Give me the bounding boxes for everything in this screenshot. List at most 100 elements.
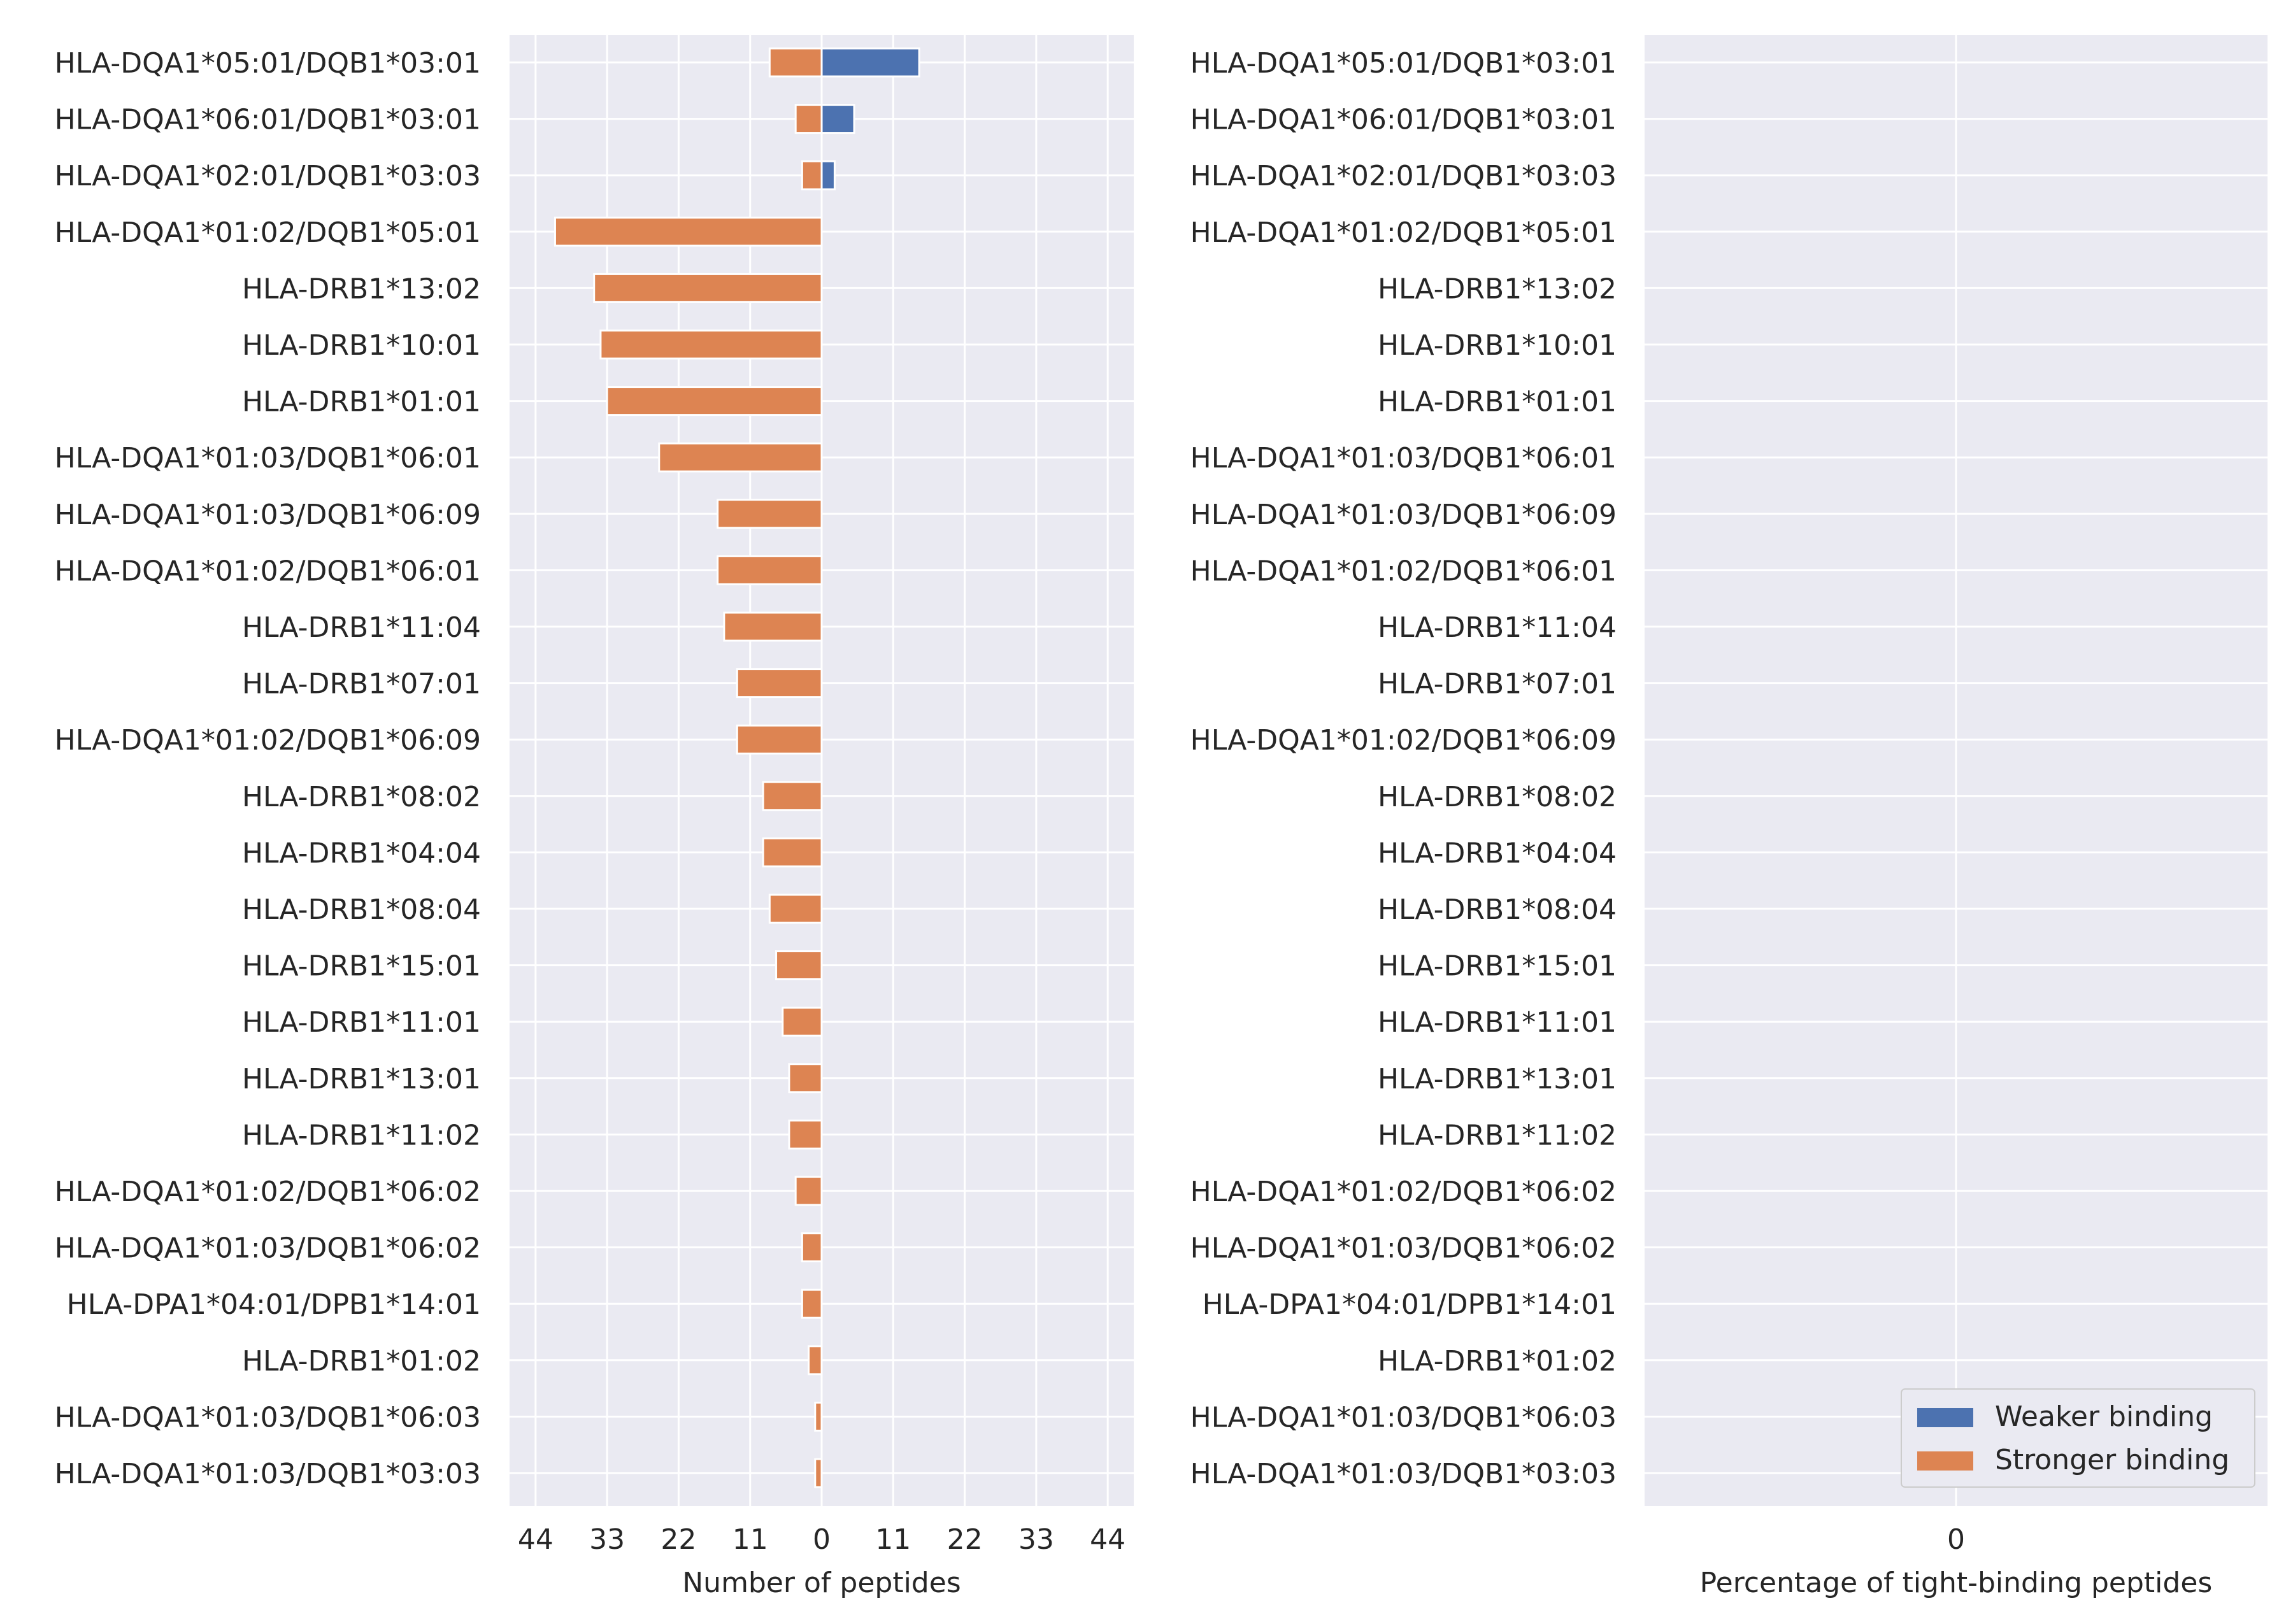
y-tick-label-2: HLA-DQA1*02:01/DQB1*03:03 bbox=[1190, 160, 1617, 192]
x-tick-label-1: 22 bbox=[661, 1523, 696, 1556]
x-tick-label-1: 44 bbox=[1090, 1523, 1125, 1556]
y-tick-label-2: HLA-DRB1*11:04 bbox=[1378, 611, 1617, 644]
legend-swatch bbox=[1917, 1408, 1973, 1427]
y-tick-label-2: HLA-DQA1*01:02/DQB1*06:01 bbox=[1190, 555, 1617, 587]
legend-box bbox=[1901, 1388, 2255, 1488]
y-tick-label-1: HLA-DQA1*01:03/DQB1*03:03 bbox=[55, 1458, 481, 1490]
bar-stronger bbox=[801, 1288, 823, 1319]
bar-stronger bbox=[717, 499, 823, 529]
legend-label: Weaker binding bbox=[1995, 1400, 2213, 1433]
y-tick-label-1: HLA-DRB1*11:01 bbox=[242, 1006, 481, 1039]
bar-stronger bbox=[768, 47, 823, 78]
x-tick-label-1: 11 bbox=[732, 1523, 768, 1556]
x-tick-label-1: 22 bbox=[947, 1523, 983, 1556]
y-tick-label-1: HLA-DQA1*01:03/DQB1*06:09 bbox=[55, 499, 481, 531]
legend: Weaker binding Stronger binding bbox=[1901, 1388, 2255, 1488]
y-tick-label-1: HLA-DRB1*07:01 bbox=[242, 668, 481, 701]
bar-stronger bbox=[808, 1345, 823, 1376]
y-tick-label-1: HLA-DRB1*08:02 bbox=[242, 781, 481, 813]
y-tick-label-1: HLA-DQA1*01:02/DQB1*05:01 bbox=[55, 217, 481, 249]
legend-swatch bbox=[1917, 1451, 1973, 1471]
y-tick-label-2: HLA-DRB1*01:02 bbox=[1378, 1345, 1617, 1378]
bar-stronger bbox=[593, 273, 823, 303]
y-tick-label-2: HLA-DRB1*13:02 bbox=[1378, 273, 1617, 305]
x-tick-label-1: 11 bbox=[875, 1523, 911, 1556]
y-tick-label-1: HLA-DQA1*01:03/DQB1*06:02 bbox=[55, 1232, 481, 1265]
bar-weaker bbox=[820, 160, 836, 190]
bar-stronger bbox=[762, 837, 823, 867]
bar-weaker bbox=[820, 104, 855, 134]
y-tick-label-1: HLA-DRB1*11:04 bbox=[242, 611, 481, 644]
bar-stronger bbox=[554, 217, 823, 247]
bar-stronger bbox=[717, 555, 823, 585]
y-tick-label-1: HLA-DRB1*01:02 bbox=[242, 1345, 481, 1378]
y-tick-label-2: HLA-DRB1*13:01 bbox=[1378, 1063, 1617, 1095]
bar-stronger bbox=[768, 894, 823, 924]
x-axis-label-1: Number of peptides bbox=[682, 1567, 961, 1599]
y-tick-label-1: HLA-DQA1*06:01/DQB1*03:01 bbox=[55, 104, 481, 136]
y-tick-label-1: HLA-DQA1*01:03/DQB1*06:03 bbox=[55, 1401, 481, 1434]
y-tick-label-2: HLA-DQA1*01:02/DQB1*05:01 bbox=[1190, 217, 1617, 249]
y-tick-label-1: HLA-DQA1*01:02/DQB1*06:01 bbox=[55, 555, 481, 587]
y-tick-label-2: HLA-DRB1*04:04 bbox=[1378, 837, 1617, 869]
y-tick-label-2: HLA-DRB1*07:01 bbox=[1378, 668, 1617, 701]
bar-stronger bbox=[788, 1063, 823, 1093]
y-tick-label-2: HLA-DRB1*08:02 bbox=[1378, 781, 1617, 813]
bar-stronger bbox=[606, 386, 823, 417]
y-tick-label-2: HLA-DRB1*11:01 bbox=[1378, 1006, 1617, 1039]
bar-weaker bbox=[820, 47, 920, 78]
y-tick-label-2: HLA-DQA1*01:03/DQB1*03:03 bbox=[1190, 1458, 1617, 1490]
y-tick-label-2: HLA-DQA1*01:02/DQB1*06:09 bbox=[1190, 724, 1617, 757]
bar-stronger bbox=[782, 1006, 823, 1037]
bar-stronger bbox=[794, 1176, 823, 1206]
y-tick-label-1: HLA-DRB1*01:01 bbox=[242, 386, 481, 418]
bar-stronger bbox=[814, 1458, 823, 1488]
y-tick-label-1: HLA-DQA1*01:02/DQB1*06:02 bbox=[55, 1176, 481, 1208]
x-tick-label-2: 0 bbox=[1947, 1523, 1965, 1556]
y-tick-label-1: HLA-DRB1*15:01 bbox=[242, 950, 481, 983]
legend-label: Stronger binding bbox=[1995, 1444, 2229, 1476]
y-tick-label-1: HLA-DRB1*10:01 bbox=[242, 329, 481, 362]
y-tick-label-2: HLA-DRB1*11:02 bbox=[1378, 1119, 1617, 1151]
y-tick-label-2: HLA-DRB1*08:04 bbox=[1378, 894, 1617, 926]
y-tick-label-2: HLA-DQA1*06:01/DQB1*03:01 bbox=[1190, 104, 1617, 136]
y-tick-label-2: HLA-DPA1*04:01/DPB1*14:01 bbox=[1203, 1288, 1617, 1321]
y-tick-label-1: HLA-DRB1*13:02 bbox=[242, 273, 481, 305]
y-tick-label-2: HLA-DQA1*01:03/DQB1*06:02 bbox=[1190, 1232, 1617, 1265]
y-tick-label-1: HLA-DQA1*01:03/DQB1*06:01 bbox=[55, 442, 481, 474]
bar-stronger bbox=[801, 1232, 823, 1263]
bar-stronger bbox=[801, 160, 823, 190]
bar-stronger bbox=[658, 442, 823, 473]
bar-stronger bbox=[736, 724, 823, 755]
bar-stronger bbox=[723, 611, 823, 642]
y-tick-label-1: HLA-DRB1*13:01 bbox=[242, 1063, 481, 1095]
y-tick-label-1: HLA-DQA1*02:01/DQB1*03:03 bbox=[55, 160, 481, 192]
y-tick-label-1: HLA-DRB1*04:04 bbox=[242, 837, 481, 869]
y-tick-label-2: HLA-DQA1*01:03/DQB1*06:09 bbox=[1190, 499, 1617, 531]
x-tick-label-1: 33 bbox=[1018, 1523, 1054, 1556]
y-tick-label-2: HLA-DRB1*15:01 bbox=[1378, 950, 1617, 983]
y-tick-label-1: HLA-DRB1*08:04 bbox=[242, 894, 481, 926]
bar-stronger bbox=[762, 781, 823, 811]
y-tick-label-2: HLA-DQA1*01:03/DQB1*06:03 bbox=[1190, 1401, 1617, 1434]
x-tick-label-1: 0 bbox=[813, 1523, 831, 1556]
bar-stronger bbox=[775, 950, 823, 981]
y-tick-label-1: HLA-DPA1*04:01/DPB1*14:01 bbox=[67, 1288, 481, 1321]
x-axis-label-2: Percentage of tight-binding peptides bbox=[1700, 1567, 2213, 1599]
bar-stronger bbox=[814, 1401, 823, 1432]
x-tick-label-1: 33 bbox=[589, 1523, 625, 1556]
bar-stronger bbox=[599, 329, 823, 360]
y-tick-label-1: HLA-DQA1*05:01/DQB1*03:01 bbox=[55, 47, 481, 80]
y-tick-label-2: HLA-DQA1*01:02/DQB1*06:02 bbox=[1190, 1176, 1617, 1208]
y-tick-label-2: HLA-DRB1*01:01 bbox=[1378, 386, 1617, 418]
y-tick-label-2: HLA-DQA1*05:01/DQB1*03:01 bbox=[1190, 47, 1617, 80]
bar-stronger bbox=[736, 668, 823, 699]
y-tick-label-2: HLA-DQA1*01:03/DQB1*06:01 bbox=[1190, 442, 1617, 474]
y-tick-label-2: HLA-DRB1*10:01 bbox=[1378, 329, 1617, 362]
bar-stronger bbox=[794, 104, 823, 134]
y-tick-label-1: HLA-DQA1*01:02/DQB1*06:09 bbox=[55, 724, 481, 757]
bar-stronger bbox=[788, 1119, 823, 1150]
y-tick-label-1: HLA-DRB1*11:02 bbox=[242, 1119, 481, 1151]
x-tick-label-1: 44 bbox=[518, 1523, 554, 1556]
